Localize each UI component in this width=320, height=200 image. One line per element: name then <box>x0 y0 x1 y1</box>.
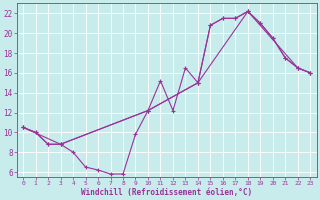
X-axis label: Windchill (Refroidissement éolien,°C): Windchill (Refroidissement éolien,°C) <box>81 188 252 197</box>
